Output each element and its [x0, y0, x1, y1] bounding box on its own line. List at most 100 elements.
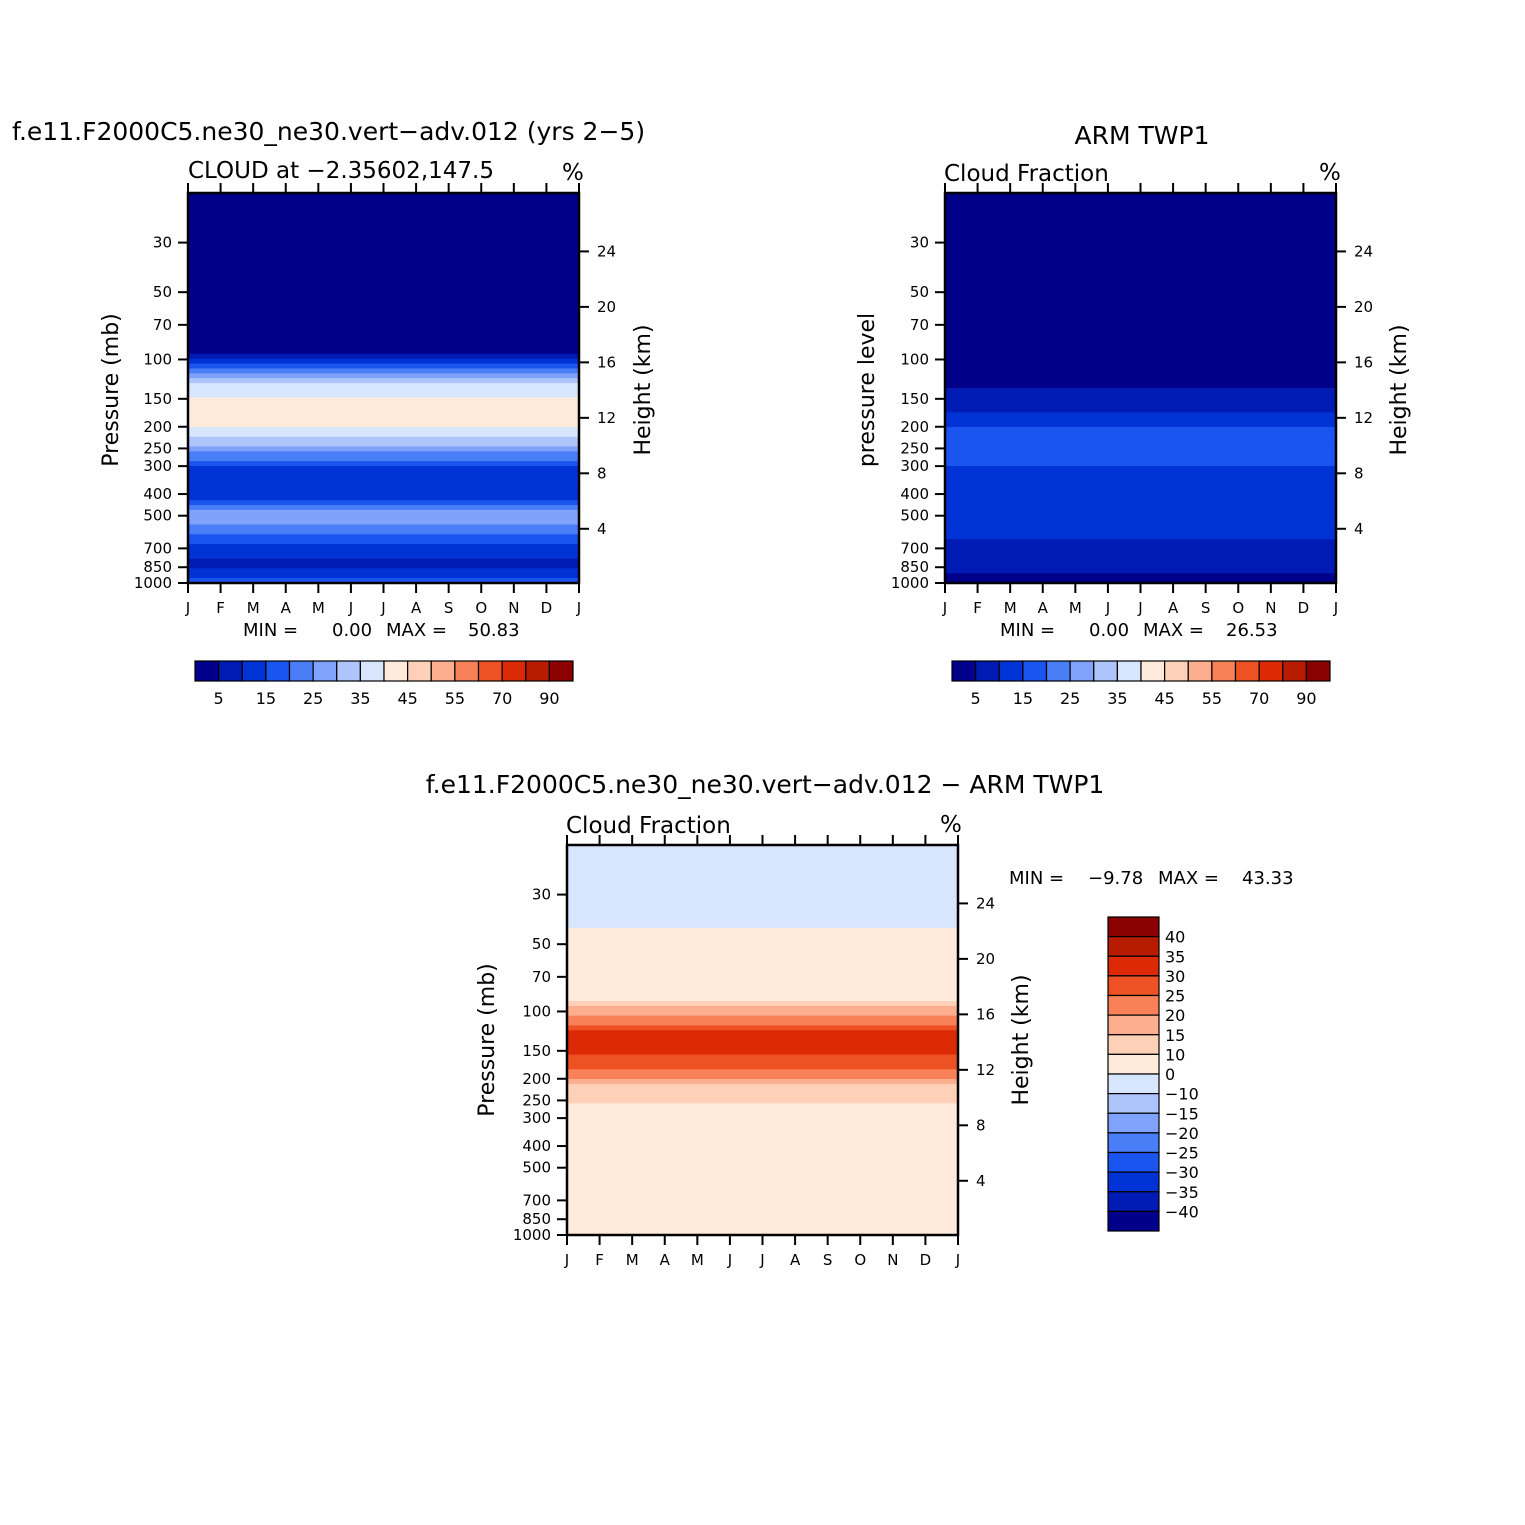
colorbar-label: 0: [1165, 1065, 1175, 1084]
panel-model-min-label: MIN =: [243, 620, 298, 641]
panel-diff-min-value: −9.78: [1088, 868, 1143, 889]
colorbar-swatch: [1069, 660, 1095, 682]
colorbar-label: 15: [256, 689, 276, 708]
contour-band: [945, 266, 1336, 272]
contour-band: [567, 947, 958, 954]
contour-band: [945, 500, 1336, 506]
panel-diff-min-label: MIN =: [1009, 868, 1064, 889]
y-tick-label: 150: [522, 1042, 551, 1060]
contour-band: [945, 241, 1336, 248]
contour-band: [188, 222, 579, 228]
colorbar-swatch: [1107, 1053, 1160, 1075]
contour-band: [567, 898, 958, 905]
contour-band: [188, 334, 579, 341]
contour-band: [945, 485, 1336, 492]
colorbar-swatch: [265, 660, 291, 682]
contour-band: [188, 563, 579, 570]
colorbar-label: 25: [1060, 689, 1080, 708]
contour-band: [567, 966, 958, 973]
colorbar-label: 25: [1165, 987, 1185, 1006]
colorbar-swatch: [1107, 1014, 1160, 1036]
contour-band: [945, 246, 1336, 253]
colorbar-swatch: [1282, 660, 1307, 682]
contour-band: [567, 918, 958, 924]
contour-band: [945, 470, 1336, 477]
contour-band: [567, 1161, 958, 1168]
panel-model-max-value: 50.83: [468, 620, 520, 641]
colorbar-swatch: [951, 660, 977, 682]
y-tick-label: 100: [900, 350, 929, 368]
contour-band: [188, 202, 579, 209]
colorbar-label: 15: [1013, 689, 1033, 708]
contour-band: [567, 986, 958, 993]
contour-band: [188, 578, 579, 584]
colorbar-label: 30: [1165, 967, 1185, 986]
colorbar-label: −10: [1165, 1085, 1199, 1104]
contour-band: [945, 295, 1336, 302]
colorbar-swatch: [548, 660, 574, 682]
contour-band: [188, 324, 579, 331]
y2-tick-label: 12: [597, 409, 616, 427]
contour-band: [945, 280, 1336, 287]
contour-band: [945, 222, 1336, 228]
x-tick-label: D: [541, 599, 553, 617]
contour-band: [945, 548, 1336, 555]
contour-band: [567, 1059, 958, 1066]
contour-band: [567, 903, 958, 910]
contour-band: [945, 353, 1336, 360]
contour-band: [567, 1069, 958, 1075]
colorbar-swatch: [383, 660, 409, 682]
panel-diff-units: %: [940, 812, 962, 838]
y2-tick-label: 8: [1354, 464, 1364, 482]
contour-band: [567, 1015, 958, 1022]
y2-tick-label: 20: [597, 298, 616, 316]
contour-band: [188, 441, 579, 448]
x-tick-label: J: [576, 599, 581, 617]
contour-band: [945, 344, 1336, 350]
contour-band: [945, 202, 1336, 209]
x-tick-label: F: [595, 1251, 604, 1269]
contour-band: [945, 358, 1336, 365]
contour-band: [567, 1025, 958, 1032]
colorbar-swatch: [1107, 955, 1160, 977]
contour-band: [945, 378, 1336, 384]
panel-obs-min-value: 0.00: [1089, 620, 1129, 641]
panel-model-units: %: [562, 160, 584, 186]
x-tick-label: J: [727, 1251, 732, 1269]
y-tick-label: 400: [900, 485, 929, 503]
x-tick-label: A: [660, 1251, 671, 1269]
contour-band: [567, 1020, 958, 1027]
contour-band: [945, 392, 1336, 399]
panel-obs-max-label: MAX =: [1143, 620, 1204, 641]
contour-band: [188, 383, 579, 389]
contour-band: [567, 927, 958, 934]
panel-diff-max-value: 43.33: [1242, 868, 1294, 889]
panel-diff: f.e11.F2000C5.ne30_ne30.vert−adv.012 − A…: [426, 770, 1294, 1269]
contour-band: [188, 280, 579, 287]
contour-band: [188, 446, 579, 453]
contour-band: [188, 363, 579, 370]
y-tick-label: 700: [900, 539, 929, 557]
contour-band: [567, 1176, 958, 1183]
colorbar-swatch: [1107, 1210, 1160, 1232]
contour-band: [945, 251, 1336, 258]
contour-band: [188, 339, 579, 345]
contour-band: [567, 923, 958, 929]
panel-obs-min-label: MIN =: [1000, 620, 1055, 641]
contour-band: [945, 397, 1336, 404]
contour-band: [567, 1147, 958, 1153]
y2-tick-label: 8: [976, 1116, 986, 1134]
contour-band: [945, 495, 1336, 501]
colorbar-swatch: [1187, 660, 1213, 682]
contour-band: [188, 548, 579, 555]
colorbar-label: 70: [492, 689, 512, 708]
y-tick-label: 300: [522, 1109, 551, 1127]
contour-band: [945, 529, 1336, 536]
y-tick-label: 300: [900, 457, 929, 475]
x-tick-label: A: [281, 599, 292, 617]
colorbar-swatch: [454, 660, 480, 682]
contour-band: [567, 942, 958, 949]
contour-band: [188, 466, 579, 472]
